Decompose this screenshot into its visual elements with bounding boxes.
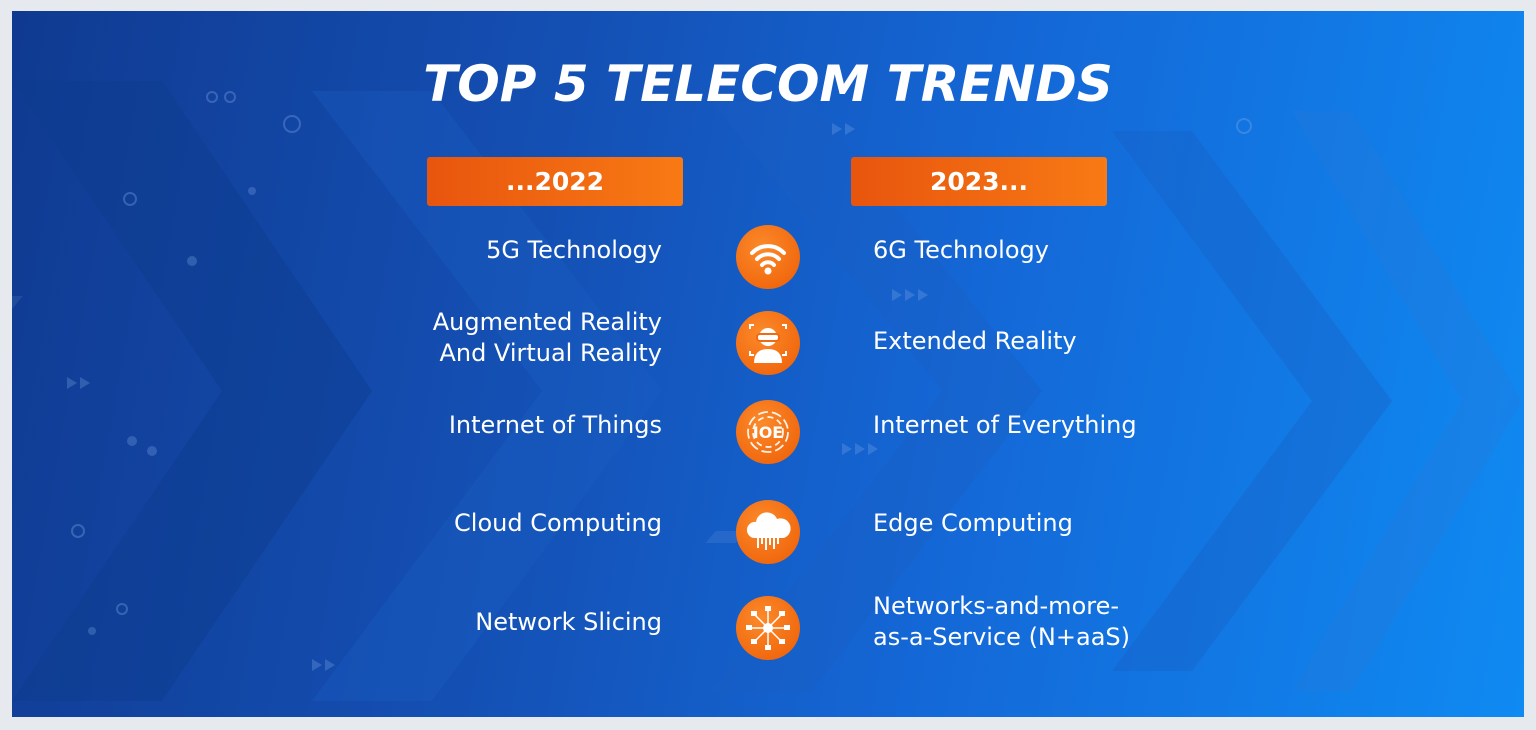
year-2023-header: 2023... xyxy=(851,157,1107,206)
trend-from-3: Internet of Things xyxy=(448,411,662,439)
infographic-panel: TOP 5 TELECOM TRENDS ...2022 2023... 5G … xyxy=(12,11,1524,717)
trend-to-5: Networks-and-more- as-a-Service (N+aaS) xyxy=(873,592,1131,651)
wifi-icon xyxy=(736,225,800,289)
cloud-icon xyxy=(736,500,800,564)
trend-to-2: Extended Reality xyxy=(873,327,1077,355)
vr-headset-person-icon xyxy=(736,311,800,375)
trend-to-3: Internet of Everything xyxy=(873,411,1137,439)
trend-to-4: Edge Computing xyxy=(873,509,1073,537)
year-2022-header: ...2022 xyxy=(427,157,683,206)
trend-from-4: Cloud Computing xyxy=(454,509,662,537)
trend-from-2: Augmented Reality And Virtual Reality xyxy=(432,308,662,367)
ioe-icon: IOE xyxy=(736,400,800,464)
background-chevrons xyxy=(12,81,1522,701)
page-title: TOP 5 TELECOM TRENDS xyxy=(423,55,1113,113)
trend-from-5: Network Slicing xyxy=(475,608,662,636)
svg-text:IOE: IOE xyxy=(753,423,783,442)
trend-to-1: 6G Technology xyxy=(873,236,1049,264)
network-hub-icon xyxy=(736,596,800,660)
trend-from-1: 5G Technology xyxy=(486,236,662,264)
